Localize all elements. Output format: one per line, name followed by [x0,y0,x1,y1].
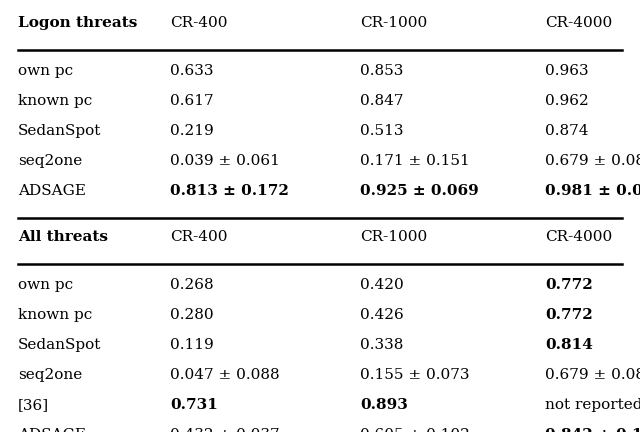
Text: 0.338: 0.338 [360,338,403,352]
Text: not reported: not reported [545,398,640,412]
Text: 0.853: 0.853 [360,64,403,78]
Text: CR-4000: CR-4000 [545,230,612,244]
Text: 0.963: 0.963 [545,64,589,78]
Text: 0.047 ± 0.088: 0.047 ± 0.088 [170,368,280,382]
Text: 0.633: 0.633 [170,64,214,78]
Text: [36]: [36] [18,398,49,412]
Text: 0.981 ± 0.017: 0.981 ± 0.017 [545,184,640,198]
Text: 0.772: 0.772 [545,278,593,292]
Text: 0.432 ± 0.037: 0.432 ± 0.037 [170,428,280,432]
Text: 0.813 ± 0.172: 0.813 ± 0.172 [170,184,289,198]
Text: CR-400: CR-400 [170,230,227,244]
Text: 0.842 ± 0.104: 0.842 ± 0.104 [545,428,640,432]
Text: known pc: known pc [18,94,92,108]
Text: 0.119: 0.119 [170,338,214,352]
Text: 0.814: 0.814 [545,338,593,352]
Text: 0.874: 0.874 [545,124,589,138]
Text: CR-1000: CR-1000 [360,230,428,244]
Text: 0.268: 0.268 [170,278,214,292]
Text: Logon threats: Logon threats [18,16,138,30]
Text: CR-4000: CR-4000 [545,16,612,30]
Text: 0.772: 0.772 [545,308,593,322]
Text: 0.513: 0.513 [360,124,403,138]
Text: 0.893: 0.893 [360,398,408,412]
Text: 0.426: 0.426 [360,308,404,322]
Text: SedanSpot: SedanSpot [18,124,101,138]
Text: 0.679 ± 0.084: 0.679 ± 0.084 [545,154,640,168]
Text: own pc: own pc [18,278,73,292]
Text: 0.155 ± 0.073: 0.155 ± 0.073 [360,368,470,382]
Text: 0.617: 0.617 [170,94,214,108]
Text: 0.847: 0.847 [360,94,403,108]
Text: seq2one: seq2one [18,154,83,168]
Text: ADSAGE: ADSAGE [18,428,86,432]
Text: 0.039 ± 0.061: 0.039 ± 0.061 [170,154,280,168]
Text: own pc: own pc [18,64,73,78]
Text: SedanSpot: SedanSpot [18,338,101,352]
Text: CR-400: CR-400 [170,16,227,30]
Text: 0.679 ± 0.084: 0.679 ± 0.084 [545,368,640,382]
Text: 0.962: 0.962 [545,94,589,108]
Text: 0.280: 0.280 [170,308,214,322]
Text: 0.219: 0.219 [170,124,214,138]
Text: 0.605 ± 0.102: 0.605 ± 0.102 [360,428,470,432]
Text: 0.731: 0.731 [170,398,218,412]
Text: All threats: All threats [18,230,108,244]
Text: CR-1000: CR-1000 [360,16,428,30]
Text: 0.925 ± 0.069: 0.925 ± 0.069 [360,184,479,198]
Text: ADSAGE: ADSAGE [18,184,86,198]
Text: 0.171 ± 0.151: 0.171 ± 0.151 [360,154,470,168]
Text: known pc: known pc [18,308,92,322]
Text: 0.420: 0.420 [360,278,404,292]
Text: seq2one: seq2one [18,368,83,382]
